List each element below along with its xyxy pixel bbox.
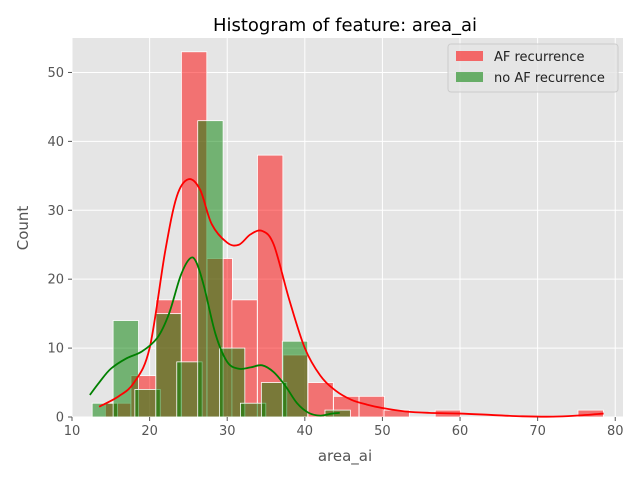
legend-swatch-af-recurrence [456,51,483,61]
x-tick-label: 40 [297,424,314,439]
legend: AF recurrence no AF recurrence [447,43,619,93]
kde-curves [89,178,604,418]
legend-label-no-af-recurrence: no AF recurrence [494,71,605,86]
x-tick-label: 10 [64,424,81,439]
y-tick-label: 30 [47,204,64,219]
y-axis-ticks: 0 10 20 30 40 50 [47,66,72,426]
y-tick-label: 50 [47,66,64,81]
x-tick-label: 20 [141,424,158,439]
y-axis-label: Count [14,206,32,251]
legend-box [447,43,619,93]
y-tick-label: 0 [56,411,64,426]
kde-line-no-af-recurrence [89,256,340,417]
x-axis-ticks: 10 20 30 40 50 60 70 80 [64,417,624,439]
y-tick-label: 20 [47,273,64,288]
plot-area [72,38,623,417]
x-tick-label: 30 [219,424,236,439]
bars [91,51,604,418]
x-axis-label: area_ai [318,447,372,466]
x-tick-label: 70 [529,424,546,439]
x-tick-label: 60 [452,424,469,439]
bar-no-af-recurrence [197,120,224,418]
bar-no-af-recurrence [112,320,139,418]
legend-label-af-recurrence: AF recurrence [494,50,585,65]
x-tick-label: 50 [374,424,391,439]
kde-line-af-recurrence [98,178,604,418]
bar-no-af-recurrence [281,340,309,418]
chart-title: Histogram of feature: area_ai [213,15,477,36]
legend-swatch-no-af-recurrence [456,72,483,82]
x-tick-label: 80 [607,424,624,439]
bar-af-recurrence [257,154,284,418]
y-tick-label: 10 [47,342,64,357]
y-tick-label: 40 [47,135,64,150]
